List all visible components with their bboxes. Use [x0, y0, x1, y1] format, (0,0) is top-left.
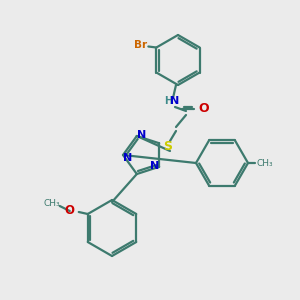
- Text: N: N: [170, 96, 180, 106]
- Text: N: N: [150, 161, 159, 171]
- Text: CH₃: CH₃: [44, 199, 60, 208]
- Text: O: O: [65, 205, 75, 218]
- Text: N: N: [137, 130, 146, 140]
- Text: O: O: [199, 103, 209, 116]
- Text: N: N: [123, 153, 133, 163]
- Text: H: H: [164, 96, 172, 106]
- Text: Br: Br: [134, 40, 147, 50]
- Text: CH₃: CH₃: [257, 158, 273, 167]
- Text: S: S: [164, 140, 172, 154]
